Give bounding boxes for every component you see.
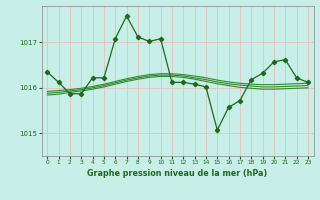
X-axis label: Graphe pression niveau de la mer (hPa): Graphe pression niveau de la mer (hPa) [87, 169, 268, 178]
